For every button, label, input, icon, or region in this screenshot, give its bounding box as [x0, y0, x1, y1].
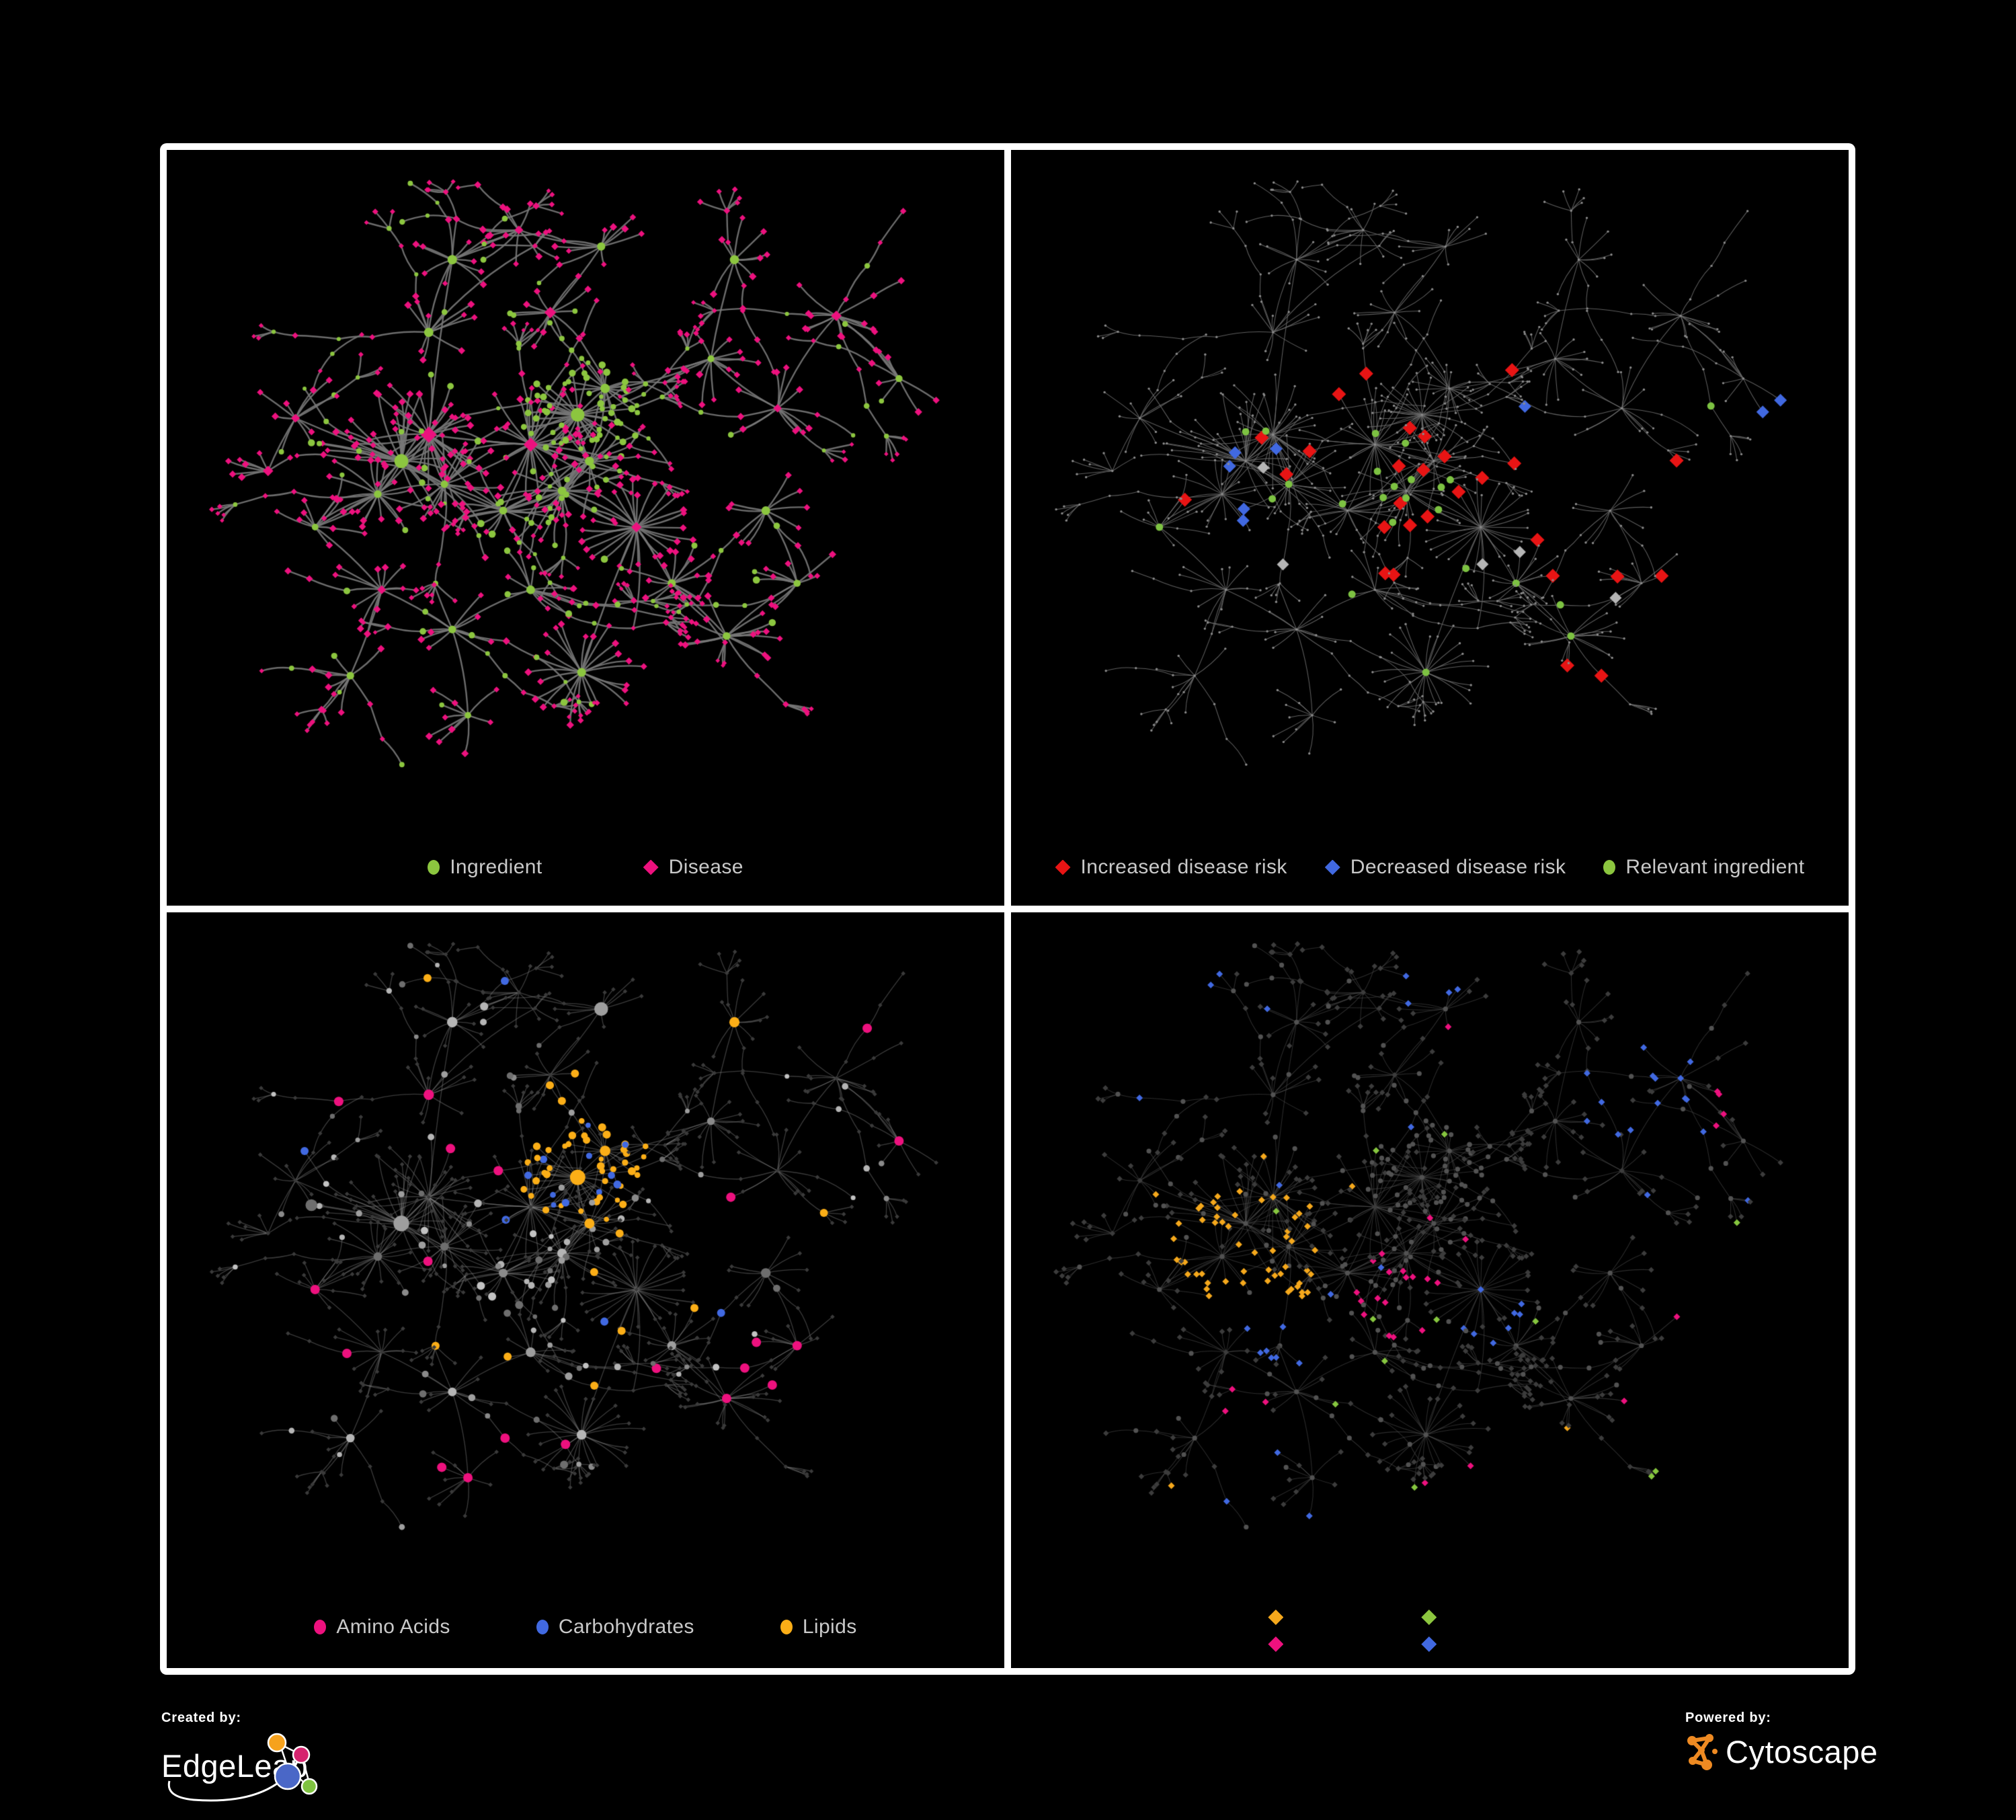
- amino-acids-circle-icon: [314, 1620, 327, 1634]
- cytoscape-branding: Powered by: Cytoscape: [1684, 1710, 1878, 1772]
- legend-item-increased-risk: Increased disease risk: [1055, 856, 1287, 879]
- legend-label: Amino Acids: [336, 1616, 450, 1638]
- legend-item-lipids: Lipids: [780, 1616, 857, 1638]
- panel-disease-classes: Mental Disorders Immune System Diseases …: [1011, 912, 1849, 1668]
- panel-disease-risk: Increased disease risk Decreased disease…: [1011, 150, 1849, 906]
- lipids-circle-icon: [780, 1620, 793, 1634]
- cytoscape-wordmark: Cytoscape: [1726, 1733, 1878, 1770]
- network-figure: Ingredient Disease Increased disease ris…: [160, 143, 1855, 1675]
- legend-item-decreased-risk: Decreased disease risk: [1324, 856, 1566, 879]
- panel-ingredient-disease: Ingredient Disease: [167, 150, 1004, 906]
- legend-item-nutritional-metabolic-diseases: Nutritional & Metabolic Diseases: [1421, 1636, 1592, 1652]
- legend-label: Cancers: [1283, 1638, 1324, 1650]
- powered-by-label: Powered by:: [1685, 1710, 1771, 1725]
- disease-diamond-icon: [643, 859, 659, 875]
- relevant-ingredient-circle-icon: [1603, 860, 1616, 875]
- legend-label: Decreased disease risk: [1350, 856, 1566, 878]
- decreased-risk-diamond-icon: [1324, 859, 1340, 875]
- nutrient-classes-network-canvas: [167, 912, 1004, 1668]
- legend-label: Ingredient: [450, 856, 542, 878]
- legend-nutrient-classes: Amino Acids Carbohydrates Lipids: [167, 1616, 1004, 1638]
- legend-label: Mental Disorders: [1283, 1611, 1365, 1623]
- disease-risk-network-canvas: [1011, 150, 1849, 906]
- ingredient-circle-icon: [428, 860, 440, 875]
- legend-label: Relevant ingredient: [1625, 856, 1805, 878]
- legend-item-disease: Disease: [643, 856, 743, 879]
- legend-item-carbohydrates: Carbohydrates: [536, 1616, 694, 1638]
- legend-item-immune-system-diseases: Immune System Diseases: [1421, 1610, 1591, 1625]
- carbohydrates-circle-icon: [536, 1620, 549, 1634]
- legend-item-ingredient: Ingredient: [428, 856, 542, 879]
- legend-item-cancers: Cancers: [1268, 1636, 1365, 1652]
- edgeleap-branding: Created by: EdgeLeap: [161, 1710, 336, 1810]
- legend-label: Immune System Diseases: [1437, 1611, 1562, 1623]
- legend-label: Lipids: [802, 1616, 857, 1638]
- cancers-diamond-icon: [1268, 1636, 1284, 1652]
- ingredient-disease-network-canvas: [167, 150, 1004, 906]
- nutritional-metabolic-diamond-icon: [1421, 1636, 1437, 1652]
- legend-item-amino-acids: Amino Acids: [314, 1616, 450, 1638]
- legend-label: Carbohydrates: [558, 1616, 694, 1638]
- mental-disorders-diamond-icon: [1268, 1610, 1284, 1625]
- created-by-label: Created by:: [161, 1710, 241, 1725]
- legend-disease-classes: Mental Disorders Immune System Diseases …: [1011, 1610, 1849, 1652]
- legend-ingredient-disease: Ingredient Disease: [167, 856, 1004, 879]
- edgeleap-logo-icon: EdgeLeap: [161, 1733, 318, 1802]
- disease-classes-network-canvas: [1011, 912, 1849, 1668]
- cytoscape-logo-icon: [1687, 1734, 1718, 1770]
- immune-system-diseases-diamond-icon: [1421, 1610, 1437, 1625]
- legend-label: Disease: [668, 856, 743, 878]
- legend-disease-risk: Increased disease risk Decreased disease…: [1011, 856, 1849, 879]
- edgeleap-glyph-nodes: [267, 1733, 318, 1795]
- panel-nutrient-classes: Amino Acids Carbohydrates Lipids: [167, 912, 1004, 1668]
- legend-item-relevant-ingredient: Relevant ingredient: [1603, 856, 1804, 879]
- increased-risk-diamond-icon: [1055, 859, 1071, 875]
- legend-item-mental-disorders: Mental Disorders: [1268, 1610, 1365, 1625]
- legend-label: Nutritional & Metabolic Diseases: [1437, 1638, 1592, 1650]
- legend-label: Increased disease risk: [1080, 856, 1287, 878]
